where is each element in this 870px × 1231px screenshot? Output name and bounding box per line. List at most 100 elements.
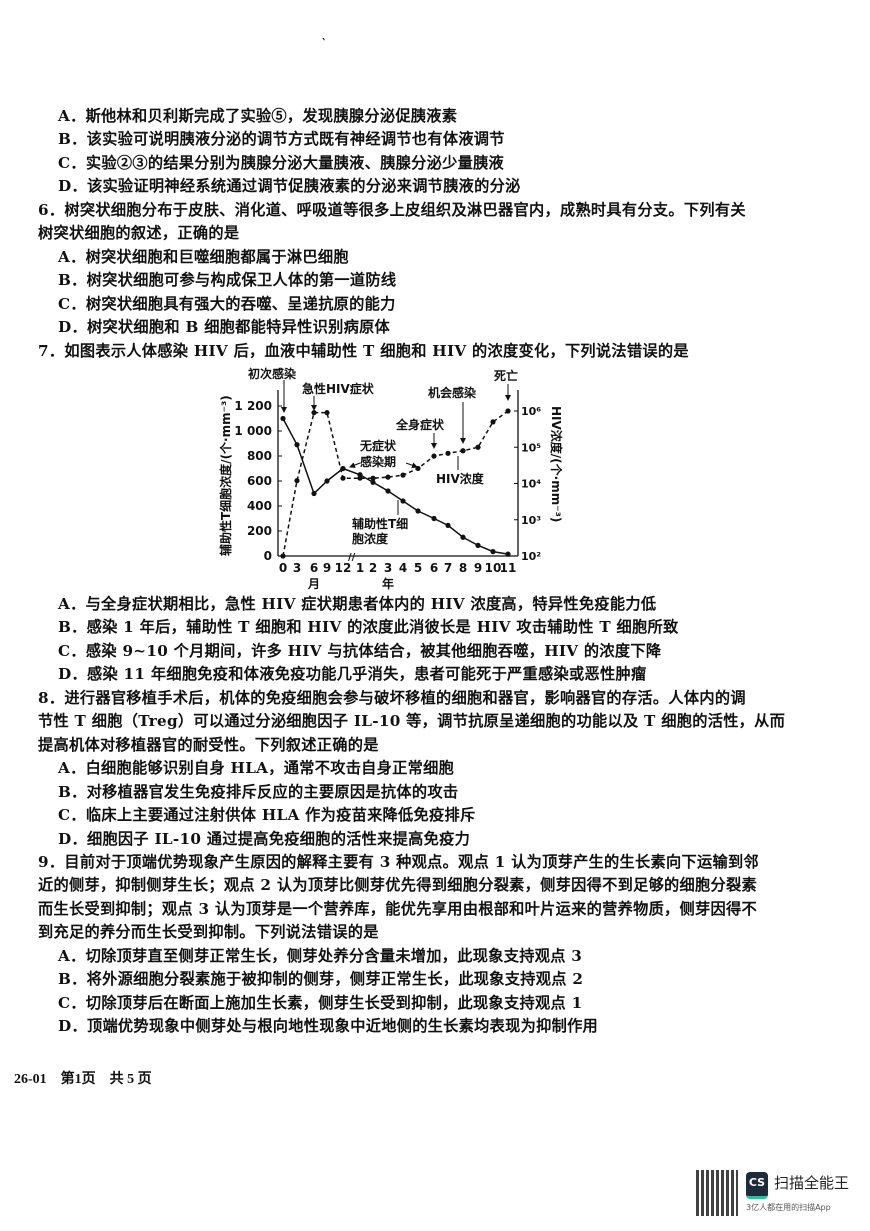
y-left-tick-label: 400 — [247, 499, 272, 513]
y-right-tick-label: 10³ — [521, 514, 541, 527]
option-line: A．斯他林和贝利斯完成了实验⑤，发现胰腺分泌促胰液素 — [58, 107, 458, 125]
data-point — [460, 534, 466, 540]
scan-mark: ‵ — [322, 36, 326, 50]
data-point — [385, 488, 391, 494]
x-tick-label: 2 — [369, 561, 377, 575]
data-point — [340, 475, 346, 481]
y-left-tick-label: 800 — [247, 449, 272, 463]
x-tick-label: 10 — [485, 561, 502, 575]
qr-code-icon — [696, 1170, 738, 1216]
brand-slogan: 3亿人都在用的扫描App — [746, 1203, 831, 1212]
question-stem: 6．树突状细胞分布于皮肤、消化道、呼吸道等很多上皮组织及淋巴器官内，成熟时具有分… — [38, 200, 746, 219]
x-tick-label: 9 — [323, 561, 331, 575]
question-stem: 树突状细胞的叙述，正确的是 — [38, 224, 240, 243]
y-left-tick-label: 600 — [247, 474, 272, 488]
data-point — [294, 442, 300, 448]
data-point — [460, 448, 466, 454]
option-line: A．切除顶芽直至侧芽正常生长，侧芽处养分含量未增加，此现象支持观点 3 — [58, 946, 583, 965]
annotation-asymptomatic-2: 感染期 — [360, 454, 396, 469]
option-line: B．对移植器官发生免疫排斥反应的主要原因是抗体的攻击 — [58, 782, 459, 801]
question-stem: 提高机体对移植器官的耐受性。下列叙述正确的是 — [38, 735, 379, 754]
data-point — [324, 478, 330, 484]
data-point — [445, 522, 451, 528]
annotation-acute: 急性HIV症状 — [302, 381, 375, 396]
question-stem: 到充足的养分而生长受到抑制。下列说法错误的是 — [38, 923, 379, 942]
data-point — [280, 553, 286, 559]
data-point — [431, 515, 437, 522]
option-line: B．将外源细胞分裂素施于被抑制的侧芽，侧芽正常生长，此现象支持观点 2 — [58, 970, 584, 989]
data-point — [505, 408, 511, 414]
option-line: B．该实验可说明胰液分泌的调节方式既有神经调节也有体液调节 — [58, 130, 505, 149]
x-tick-label: 7 — [444, 561, 452, 575]
data-point — [475, 444, 481, 450]
x-unit-months: 月 — [307, 577, 320, 591]
y-left-tick-label: 200 — [247, 524, 272, 538]
x-tick-label: 1 — [356, 561, 364, 575]
annotation-opportunistic: 机会感染 — [428, 385, 477, 400]
y-left-label: 辅助性T细胞浓度/(个·mm⁻³) — [218, 395, 233, 556]
annotation-arrow — [349, 462, 361, 468]
x-tick-label: 11 — [500, 561, 517, 575]
series-label-tcell-1: 辅助性T细 — [352, 516, 408, 531]
data-point — [311, 490, 317, 497]
hiv-chart: // 0 200 400 600 800 1 000 1 200 10² 10³ 10⁴ 10⁵ 10⁶… — [218, 366, 564, 591]
annotation-asymptomatic-1: 无症状 — [359, 438, 397, 453]
question-stem: 9．目前对于顶端优势现象产生原因的解释主要有 3 种观点。观点 1 认为顶芽产生… — [38, 852, 759, 871]
data-point — [415, 508, 421, 514]
axis-break: // — [348, 552, 356, 563]
data-point — [445, 450, 451, 456]
y-right-tick-label: 10² — [521, 550, 541, 563]
option-line: A．树突状细胞和巨噬细胞都属于淋巴细胞 — [58, 247, 349, 266]
option-line: C．感染 9~10 个月期间，许多 HIV 与抗体结合，被其他细胞吞噬，HIV … — [58, 641, 662, 660]
page-footer: 26-01 第1页 共 5 页 — [14, 1072, 152, 1087]
y-right-tick-label: 10⁴ — [521, 478, 541, 491]
y-right-label: HIV浓度/(个·mm⁻³) — [549, 406, 564, 522]
x-tick-label: 4 — [399, 561, 407, 575]
question-stem: 8．进行器官移植手术后，机体的免疫细胞会参与破坏移植的细胞和器官，影响器官的存活… — [38, 688, 746, 707]
option-line: A．白细胞能够识别自身 HLA，通常不攻击自身正常细胞 — [58, 759, 455, 778]
x-tick-label: 12 — [335, 561, 352, 575]
data-point — [505, 551, 511, 557]
option-line: D．细胞因子 IL-10 通过提高免疫细胞的活性来提高免疫力 — [58, 829, 471, 848]
question-stem: 7．如图表示人体感染 HIV 后，血液中辅助性 T 细胞和 HIV 的浓度变化，… — [38, 341, 689, 360]
brand-name: 扫描全能王 — [774, 1174, 850, 1192]
question-stem: 而生长受到抑制；观点 3 认为顶芽是一个营养库，能优先享用由根部和叶片运来的营养… — [38, 899, 757, 918]
y-left-tick-label: 1 000 — [234, 424, 272, 438]
x-tick-label: 3 — [384, 561, 392, 575]
series-label-tcell-2: 胞浓度 — [352, 531, 389, 546]
x-tick-label: 6 — [430, 561, 438, 575]
data-point — [324, 410, 330, 416]
question-stem: 节性 T 细胞（Treg）可以通过分泌细胞因子 IL-10 等，调节抗原呈递细胞… — [38, 712, 786, 731]
camscanner-watermark: CS 扫描全能王 3亿人都在用的扫描App — [696, 1170, 856, 1220]
option-line: B．感染 1 年后，辅助性 T 细胞和 HIV 的浓度此消彼长是 HIV 攻击辅… — [58, 618, 679, 637]
y-right-tick-label: 10⁶ — [521, 405, 541, 418]
x-tick-label: 5 — [414, 561, 422, 575]
option-line: D．该实验证明神经系统通过调节促胰液素的分泌来调节胰液的分泌 — [58, 177, 521, 196]
data-point — [490, 549, 496, 555]
annotation-death: 死亡 — [494, 368, 518, 383]
option-line: B．树突状细胞可参与构成保卫人体的第一道防线 — [58, 271, 397, 290]
x-tick-label: 9 — [474, 561, 482, 575]
series-label-hiv: HIV浓度 — [436, 471, 485, 486]
option-line: D．树突状细胞和 B 细胞都能特异性识别病原体 — [58, 318, 391, 337]
data-point — [431, 453, 437, 459]
data-point — [311, 410, 317, 416]
x-tick-label: 0 — [279, 561, 287, 575]
cs-logo-icon: CS — [746, 1172, 768, 1199]
annotation-first-infection: 初次感染 — [248, 366, 297, 381]
data-point — [280, 415, 286, 422]
annotation-arrow — [405, 462, 418, 469]
data-point — [400, 472, 406, 478]
x-tick-label: 3 — [293, 561, 301, 575]
y-right-tick-label: 10⁵ — [521, 441, 541, 454]
option-line: C．实验②③的结果分别为胰腺分泌大量胰液、胰腺分泌少量胰液 — [58, 153, 505, 172]
annotation-systemic: 全身症状 — [395, 417, 445, 432]
option-line: D．感染 11 年细胞免疫和体液免疫功能几乎消失，患者可能死于严重感染或恶性肿瘤 — [58, 665, 647, 684]
option-line: D．顶端优势现象中侧芽处与根向地性现象中近地侧的生长素均表现为抑制作用 — [58, 1017, 599, 1036]
option-line: C．切除顶芽后在断面上施加生长素，侧芽生长受到抑制，此现象支持观点 1 — [58, 993, 583, 1012]
data-point — [370, 475, 376, 481]
series-line-0 — [282, 418, 509, 555]
data-point — [490, 419, 496, 425]
data-point — [400, 498, 406, 504]
data-point — [475, 542, 481, 548]
